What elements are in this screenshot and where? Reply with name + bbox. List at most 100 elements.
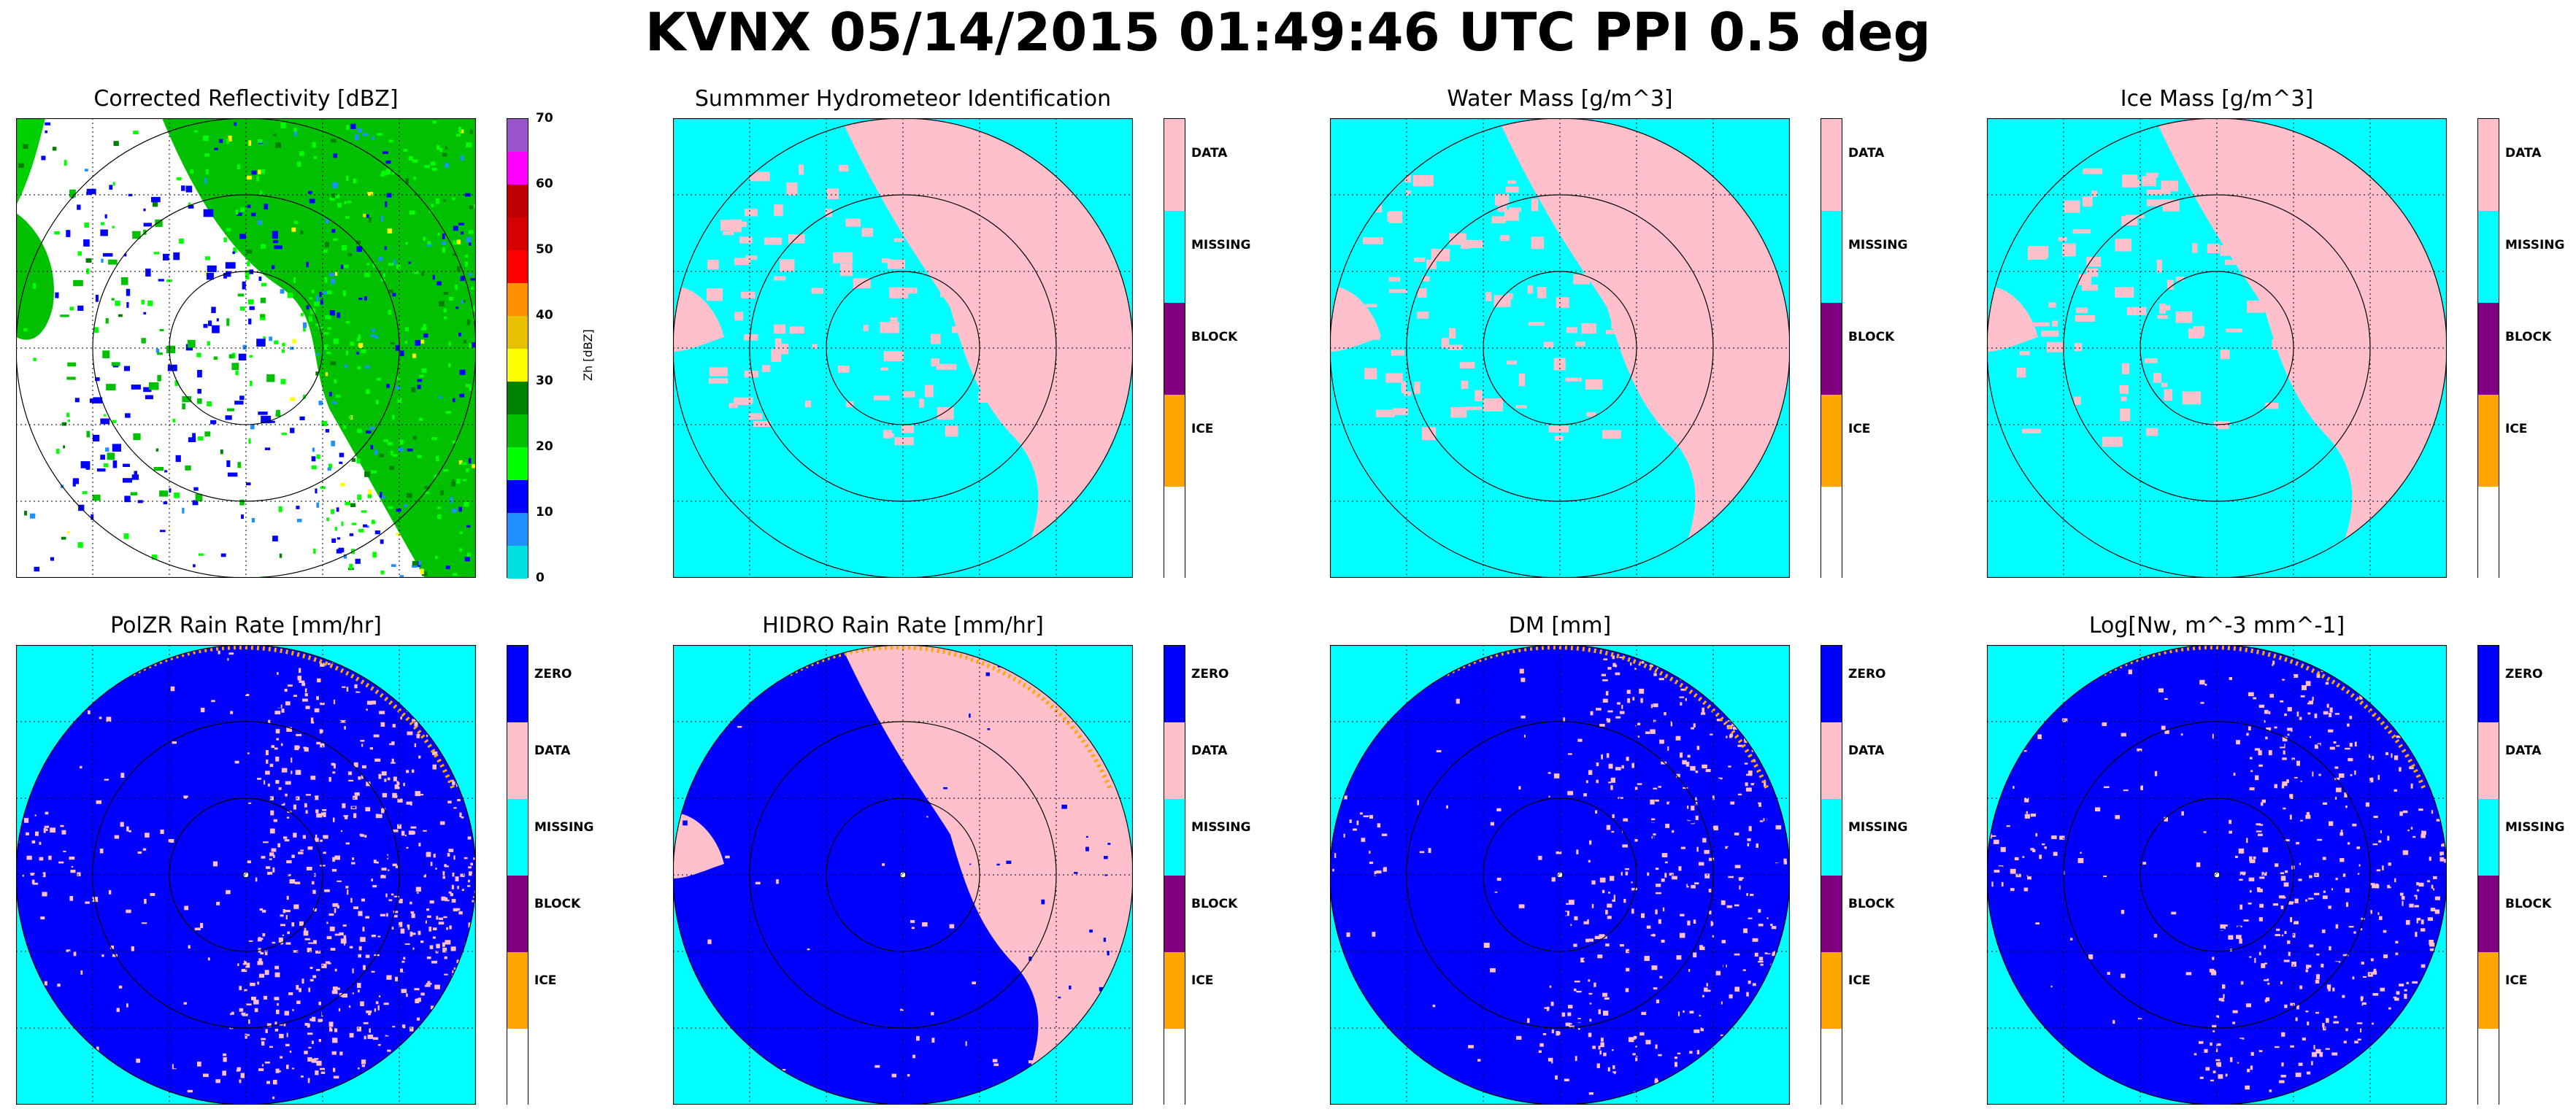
data-pixel xyxy=(2269,767,2274,771)
data-pixel xyxy=(1552,1078,1554,1081)
data-pixel xyxy=(71,865,74,868)
echo-pixel xyxy=(458,223,464,225)
echo-pixel xyxy=(113,141,119,146)
data-pixel xyxy=(358,911,363,916)
data-pixel xyxy=(2181,811,2184,816)
data-pixel xyxy=(2373,968,2377,973)
data-pixel xyxy=(1413,710,1416,712)
data-pixel xyxy=(739,236,753,244)
data-pixel xyxy=(1450,406,1467,418)
data-pixel xyxy=(2285,857,2287,860)
echo-pixel xyxy=(337,312,341,318)
data-pixel xyxy=(1615,1007,1620,1012)
data-pixel xyxy=(1727,846,1731,850)
data-pixel xyxy=(2233,773,2236,776)
data-pixel xyxy=(894,238,904,242)
data-pixel xyxy=(1589,840,1592,845)
echo-pixel xyxy=(23,328,28,332)
data-pixel xyxy=(287,931,290,935)
data-pixel xyxy=(2337,755,2343,757)
data-pixel xyxy=(2291,708,2294,711)
data-pixel xyxy=(2076,307,2088,314)
data-pixel xyxy=(2091,190,2098,197)
data-pixel xyxy=(374,1008,377,1012)
data-pixel xyxy=(226,889,231,895)
echo-pixel xyxy=(356,240,361,244)
data-pixel xyxy=(1737,744,1743,747)
data-pixel xyxy=(1626,955,1630,960)
data-pixel xyxy=(286,762,290,767)
data-pixel xyxy=(2264,945,2267,949)
data-pixel xyxy=(1586,412,1596,417)
data-pixel xyxy=(430,850,436,855)
echo-pixel xyxy=(420,568,424,575)
data-pixel xyxy=(728,403,738,409)
data-pixel xyxy=(1465,406,1483,411)
echo-pixel xyxy=(345,350,349,355)
data-pixel xyxy=(2337,780,2339,784)
data-pixel xyxy=(126,1003,128,1008)
data-pixel xyxy=(1426,712,1431,715)
data-pixel xyxy=(788,234,805,244)
data-pixel xyxy=(1636,889,1642,893)
echo-pixel xyxy=(361,510,367,513)
data-pixel xyxy=(1607,722,1609,727)
data-pixel xyxy=(1588,746,1594,748)
data-pixel xyxy=(77,872,81,876)
data-pixel xyxy=(1726,735,1728,738)
data-pixel xyxy=(1338,825,1344,831)
data-pixel xyxy=(274,747,278,750)
data-pixel xyxy=(352,968,354,973)
data-pixel xyxy=(2281,784,2285,789)
data-pixel xyxy=(1576,864,1582,870)
data-pixel xyxy=(2254,748,2261,751)
plot-frame xyxy=(16,645,476,1105)
data-pixel xyxy=(2193,951,2196,956)
data-pixel xyxy=(2285,870,2288,873)
data-pixel xyxy=(452,781,455,785)
data-pixel xyxy=(2266,686,2270,691)
data-pixel xyxy=(264,746,269,751)
data-pixel xyxy=(2228,935,2234,940)
echo-pixel xyxy=(355,558,361,564)
data-pixel xyxy=(2426,867,2431,872)
data-pixel xyxy=(2229,1073,2232,1078)
data-pixel xyxy=(2395,952,2399,957)
data-pixel xyxy=(828,872,834,875)
echo-pixel xyxy=(176,177,182,181)
echo-pixel xyxy=(323,250,328,253)
data-pixel xyxy=(2180,733,2183,736)
data-pixel xyxy=(2044,846,2047,849)
colorbar-category-label: BLOCK xyxy=(1848,896,1895,911)
data-pixel xyxy=(372,884,377,888)
data-pixel xyxy=(1645,1040,1651,1045)
data-pixel xyxy=(1661,761,1667,765)
data-pixel xyxy=(1656,892,1661,895)
data-pixel xyxy=(1599,934,1605,939)
data-pixel xyxy=(101,917,104,922)
data-pixel xyxy=(755,881,761,884)
echo-pixel xyxy=(327,327,331,330)
data-pixel xyxy=(288,684,293,687)
echo-pixel xyxy=(147,300,153,306)
data-pixel xyxy=(2175,311,2193,323)
data-pixel xyxy=(1640,698,1643,703)
data-pixel xyxy=(319,774,323,776)
data-pixel xyxy=(2104,823,2109,827)
data-pixel xyxy=(378,773,382,779)
data-pixel xyxy=(2350,774,2353,776)
echo-pixel xyxy=(469,205,474,209)
data-pixel xyxy=(314,708,320,713)
data-pixel xyxy=(1685,698,1687,701)
data-pixel xyxy=(2264,700,2271,704)
echo-region xyxy=(16,118,45,206)
echo-pixel xyxy=(326,290,332,295)
data-pixel xyxy=(1655,868,1659,870)
data-pixel xyxy=(377,1005,380,1011)
data-pixel xyxy=(39,841,42,845)
echo-pixel xyxy=(107,452,115,460)
data-pixel xyxy=(2083,196,2093,207)
data-pixel xyxy=(1604,935,1607,939)
data-pixel xyxy=(1016,801,1020,806)
data-pixel xyxy=(2215,1059,2221,1062)
